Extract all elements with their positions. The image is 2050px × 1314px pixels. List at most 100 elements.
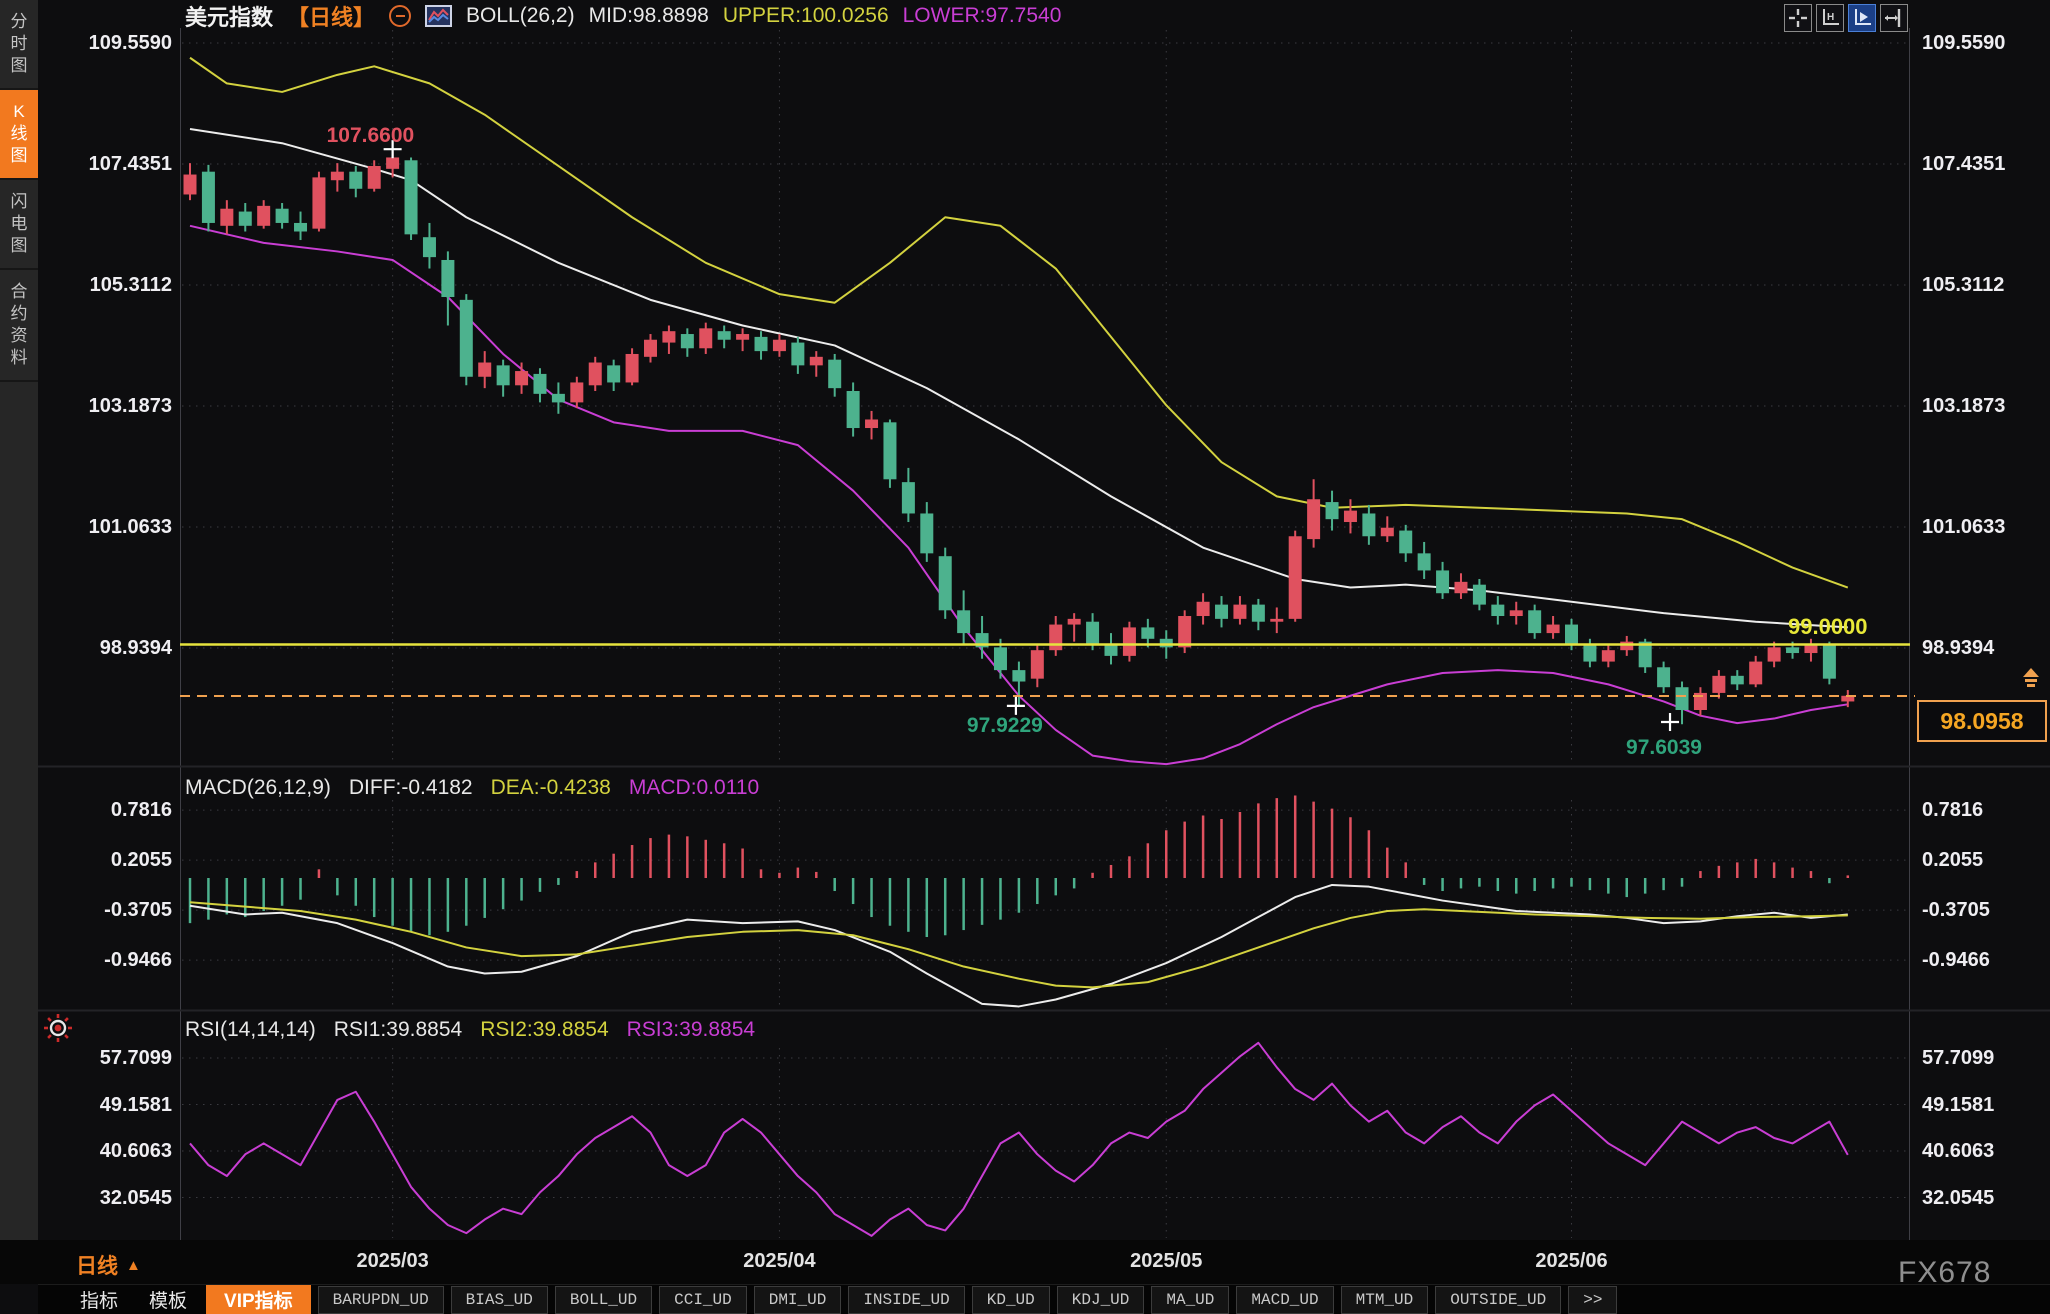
candle-body	[920, 513, 934, 554]
candle-body	[680, 334, 694, 349]
toolbar-item-OUTSIDE_UD[interactable]: OUTSIDE_UD	[1435, 1285, 1562, 1314]
rsi2-value: RSI2:39.8854	[480, 1018, 609, 1041]
candle-body	[1436, 570, 1450, 594]
axis-tick-label: 40.6063	[1922, 1140, 1995, 1162]
toolbar-item-模板[interactable]: 模板	[149, 1291, 188, 1312]
candle-body	[404, 160, 418, 235]
axis-tick-label: 101.0633	[1922, 515, 2006, 538]
candle-body	[1343, 510, 1357, 523]
candle-body	[551, 393, 565, 403]
rsi-params-label: RSI(14,14,14)	[185, 1018, 316, 1041]
candle-body	[367, 165, 381, 189]
macd-macd-value: MACD:0.0110	[628, 776, 760, 799]
candle-body	[772, 339, 786, 352]
toolbar-item-BOLL_UD[interactable]: BOLL_UD	[554, 1285, 653, 1314]
candle-body	[1528, 610, 1542, 634]
toolbar-item-DMI_UD[interactable]: DMI_UD	[753, 1285, 842, 1314]
candle-body	[515, 371, 529, 386]
period-tag[interactable]: 【日线】	[287, 5, 376, 30]
symbol-name: 美元指数	[185, 5, 274, 30]
candle-body	[1067, 618, 1081, 625]
axis-tick-label: 103.1873	[88, 394, 172, 417]
axis-tick-label: 98.9394	[1922, 636, 1995, 659]
candle-body	[478, 362, 492, 377]
mini-chart-icon[interactable]	[425, 5, 453, 27]
toolbar-item-BARUPDN_UD[interactable]: BARUPDN_UD	[317, 1285, 444, 1314]
toolbar-item-MA_UD[interactable]: MA_UD	[1151, 1285, 1230, 1314]
macd-dea-value: DEA:-0.4238	[490, 776, 611, 799]
candle-body	[1288, 536, 1302, 619]
candle-body	[1159, 638, 1173, 648]
circle-minus-icon[interactable]	[389, 5, 412, 27]
triangle-up-icon: ▲	[126, 1256, 141, 1274]
candle-body	[1509, 610, 1523, 617]
toolbar-item->>[interactable]: >>	[1568, 1285, 1618, 1314]
toolbar-item-CCI_UD[interactable]: CCI_UD	[659, 1285, 747, 1314]
candle-body	[238, 211, 252, 226]
axis-tick-label: 57.7099	[1922, 1047, 1995, 1069]
candle-body	[607, 365, 621, 383]
macd-header: MACD(26,12,9) DIFF:-0.4182 DEA:-0.4238 M…	[185, 776, 759, 800]
last-price-box[interactable]: 98.0958	[1917, 700, 2047, 742]
candle-body	[1749, 661, 1763, 685]
axis-scale-icon[interactable]: H	[1816, 4, 1844, 32]
sidebar-tab-分时图[interactable]: 分 时 图	[0, 0, 38, 90]
candle-body	[441, 259, 455, 298]
candle-body	[901, 482, 915, 514]
macd-params-label: MACD(26,12,9)	[185, 776, 331, 799]
candle-body	[1638, 641, 1652, 668]
candle-body	[736, 334, 750, 340]
axis-play-icon[interactable]	[1848, 4, 1876, 32]
candle-body	[1196, 601, 1210, 617]
candle-body	[1178, 616, 1192, 648]
sidebar-tab-闪电图[interactable]: 闪 电 图	[0, 180, 38, 270]
time-axis-row: 日线 ▲ 2025/03 2025/04 2025/05 2025/06	[0, 1240, 2050, 1284]
axis-tick-label: 103.1873	[1922, 394, 2006, 417]
toolbar-item-指标[interactable]: 指标	[80, 1291, 119, 1312]
axis-tick-label: 107.4351	[1922, 152, 2006, 175]
axis-shift-icon[interactable]	[1880, 4, 1908, 32]
macd-dea-line	[189, 901, 1848, 989]
candle-body	[1307, 499, 1321, 540]
axis-tick-label: 101.0633	[88, 515, 172, 538]
sidebar-tab-合约资料[interactable]: 合 约 资 料	[0, 270, 38, 382]
chart-tool-buttons: H	[1784, 4, 1908, 32]
toolbar-item-BIAS_UD[interactable]: BIAS_UD	[450, 1285, 548, 1314]
boll-mid-value: MID:98.8898	[588, 4, 709, 27]
toolbar-item-KDJ_UD[interactable]: KDJ_UD	[1056, 1285, 1145, 1314]
axis-tick-label: 0.2055	[1922, 849, 1984, 872]
sidebar-tab-K线图[interactable]: K 线 图	[0, 90, 38, 180]
period-selector[interactable]: 日线 ▲	[76, 1250, 141, 1280]
candle-body	[1786, 647, 1800, 654]
axis-tick-label: 40.6063	[99, 1140, 172, 1162]
axis-tick-label: 109.5590	[1922, 32, 2006, 54]
candle-body	[1601, 650, 1615, 662]
axis-tick-label: 32.0545	[1922, 1186, 1995, 1209]
toolbar-item-MTM_UD[interactable]: MTM_UD	[1340, 1285, 1429, 1314]
toolbar-item-INSIDE_UD[interactable]: INSIDE_UD	[848, 1285, 965, 1314]
low-price-label: 97.9229	[966, 713, 1043, 737]
toolbar-item-VIP指标[interactable]: VIP指标	[206, 1284, 311, 1314]
chart-canvas[interactable]	[0, 0, 2050, 1240]
candle-body	[1730, 675, 1744, 685]
toolbar-item-MACD_UD[interactable]: MACD_UD	[1236, 1285, 1334, 1314]
candle-body	[1399, 530, 1413, 554]
candle-body	[1675, 687, 1689, 711]
pan-crosshair-icon[interactable]	[1784, 4, 1812, 32]
candle-body	[183, 174, 197, 195]
indicator-target-icon[interactable]	[42, 1012, 74, 1044]
toolbar-item-KD_UD[interactable]: KD_UD	[971, 1285, 1050, 1314]
axis-tick-label: 0.7816	[1922, 799, 1984, 822]
candle-body	[1767, 647, 1781, 662]
date-axis-label: 2025/06	[1535, 1250, 1608, 1272]
candle-body	[1841, 695, 1855, 702]
price-up-arrow-icon	[2018, 666, 2044, 692]
candle-body	[957, 610, 971, 634]
candle-body	[1546, 624, 1560, 634]
candle-body	[1251, 604, 1265, 622]
date-axis-label: 2025/05	[1130, 1250, 1203, 1272]
rsi-header: RSI(14,14,14) RSI1:39.8854 RSI2:39.8854 …	[185, 1018, 755, 1042]
candle-body	[1620, 641, 1634, 651]
candle-body	[588, 362, 602, 386]
